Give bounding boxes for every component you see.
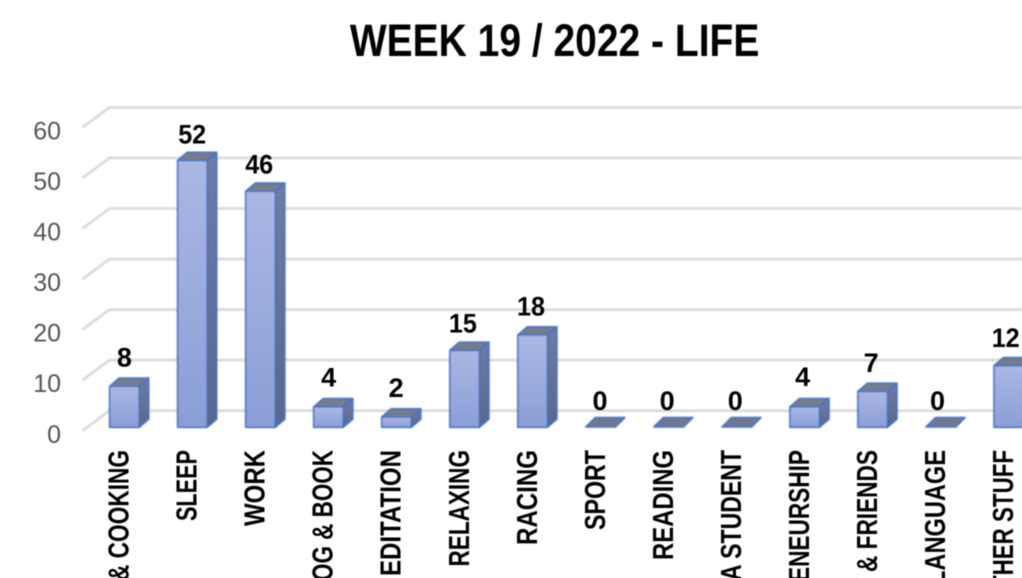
svg-text:& COOKING: & COOKING	[104, 450, 136, 578]
svg-text:2: 2	[389, 373, 404, 403]
svg-text:15: 15	[449, 309, 477, 339]
svg-text:52: 52	[178, 120, 206, 150]
svg-text:WORK: WORK	[240, 450, 272, 526]
svg-text:THER STUFF: THER STUFF	[988, 450, 1020, 578]
svg-text:50: 50	[33, 168, 61, 196]
svg-text:SLEEP: SLEEP	[172, 450, 204, 521]
svg-text:0: 0	[47, 421, 61, 449]
svg-text:40: 40	[33, 219, 61, 247]
svg-text:8: 8	[117, 343, 132, 373]
svg-text:20: 20	[33, 320, 61, 348]
svg-text:46: 46	[245, 149, 273, 179]
svg-text:10: 10	[33, 370, 61, 398]
svg-text:LANGUAGE: LANGUAGE	[920, 450, 952, 578]
svg-text:READING: READING	[648, 450, 680, 560]
svg-text:Y & FRIENDS: Y & FRIENDS	[852, 450, 884, 578]
svg-text:SPORT: SPORT	[580, 450, 612, 530]
svg-text:0: 0	[660, 386, 675, 416]
svg-text:0: 0	[728, 386, 743, 416]
svg-text:RELAXING: RELAXING	[444, 450, 476, 567]
svg-text:A STUDENT: A STUDENT	[716, 450, 748, 578]
svg-text:RACING: RACING	[512, 450, 544, 545]
svg-text:60: 60	[33, 118, 61, 146]
svg-text:0: 0	[930, 386, 945, 416]
svg-text:18: 18	[517, 292, 545, 322]
svg-text:12: 12	[992, 323, 1020, 353]
svg-text:4: 4	[321, 363, 336, 393]
svg-text:WEEK 19 / 2022 - LIFE: WEEK 19 / 2022 - LIFE	[350, 15, 760, 66]
svg-text:ENEURSHIP: ENEURSHIP	[784, 450, 816, 578]
svg-text:7: 7	[864, 348, 879, 378]
svg-text:30: 30	[33, 269, 61, 297]
svg-text:OG & BOOK: OG & BOOK	[308, 450, 340, 578]
svg-text:EDITATION: EDITATION	[376, 450, 408, 576]
svg-text:0: 0	[592, 386, 607, 416]
svg-text:4: 4	[795, 362, 810, 392]
